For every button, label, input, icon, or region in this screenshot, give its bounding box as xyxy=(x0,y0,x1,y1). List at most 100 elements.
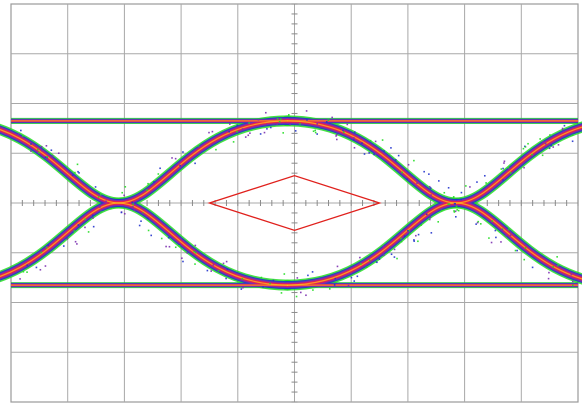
trace-sample-point xyxy=(211,130,214,133)
trace-sample-point xyxy=(408,230,411,232)
trace-sample-point xyxy=(552,146,555,148)
trace-sample-point xyxy=(288,114,290,116)
trace-sample-point xyxy=(41,149,43,152)
trace-sample-point xyxy=(420,224,423,226)
trace-sample-point xyxy=(74,240,77,243)
trace-sample-point xyxy=(312,130,315,133)
trace-sample-point xyxy=(448,203,451,205)
trace-sample-point xyxy=(390,147,392,149)
trace-sample-point xyxy=(500,229,503,232)
trace-sample-point xyxy=(531,266,534,269)
trace-sample-point xyxy=(232,141,235,143)
trace-sample-point xyxy=(17,133,20,135)
trace-sample-point xyxy=(236,124,239,127)
trace-sample-point xyxy=(206,269,209,272)
trace-sample-point xyxy=(50,149,53,152)
trace-sample-point xyxy=(476,221,479,224)
trace-sample-point xyxy=(40,145,43,148)
trace-sample-point xyxy=(539,138,541,140)
trace-sample-point xyxy=(229,123,231,125)
trace-sample-point xyxy=(208,131,210,134)
trace-sample-point xyxy=(465,185,467,187)
trace-sample-point xyxy=(353,137,355,139)
trace-sample-point xyxy=(353,146,356,149)
trace-sample-point xyxy=(544,142,547,145)
trace-sample-point xyxy=(71,174,74,177)
trace-sample-point xyxy=(123,212,126,215)
trace-sample-point xyxy=(73,230,76,232)
trace-sample-point xyxy=(455,205,458,208)
trace-sample-point xyxy=(132,205,134,208)
trace-sample-point xyxy=(381,139,384,141)
trace-sample-point xyxy=(248,122,250,124)
trace-sample-point xyxy=(453,202,456,205)
trace-sample-point xyxy=(99,206,101,208)
trace-sample-point xyxy=(485,182,487,184)
trace-sample-point xyxy=(282,132,285,134)
trace-sample-point xyxy=(374,140,377,143)
trace-sample-point xyxy=(413,159,415,162)
trace-sample-point xyxy=(516,249,518,252)
trace-sample-point xyxy=(46,156,49,158)
trace-sample-point xyxy=(19,278,21,280)
trace-sample-point xyxy=(514,249,517,252)
trace-sample-point xyxy=(316,133,318,135)
trace-sample-point xyxy=(194,263,196,265)
trace-sample-point xyxy=(336,133,338,136)
trace-sample-point xyxy=(429,216,432,219)
trace-sample-point xyxy=(307,274,309,277)
trace-sample-point xyxy=(194,162,196,165)
trace-sample-point xyxy=(153,181,155,183)
trace-sample-point xyxy=(576,282,579,285)
trace-sample-point xyxy=(74,171,76,174)
trace-sample-point xyxy=(342,129,344,132)
trace-sample-point xyxy=(139,197,141,200)
trace-sample-point xyxy=(228,130,230,133)
trace-sample-point xyxy=(547,277,550,280)
trace-sample-point xyxy=(428,185,431,188)
eye-traces xyxy=(0,110,582,298)
trace-sample-point xyxy=(393,256,396,258)
trace-sample-point xyxy=(571,140,574,143)
trace-sample-point xyxy=(222,262,225,265)
trace-sample-point xyxy=(552,266,555,268)
trace-sample-point xyxy=(523,166,525,169)
trace-sample-point xyxy=(495,236,497,239)
trace-sample-point xyxy=(216,263,219,266)
trace-sample-point xyxy=(44,156,47,159)
trace-sample-point xyxy=(132,203,134,206)
trace-sample-point xyxy=(77,170,79,173)
trace-sample-point xyxy=(311,271,314,273)
trace-sample-point xyxy=(400,240,403,243)
trace-sample-point xyxy=(76,243,78,245)
trace-sample-point xyxy=(527,142,529,145)
trace-sample-point xyxy=(94,186,97,188)
trace-sample-point xyxy=(455,198,458,201)
trace-sample-point xyxy=(336,138,338,141)
trace-sample-point xyxy=(197,145,200,147)
trace-sample-point xyxy=(84,226,86,229)
trace-sample-point xyxy=(430,232,433,234)
trace-sample-point xyxy=(299,123,301,125)
trace-sample-point xyxy=(449,204,451,206)
trace-sample-point xyxy=(269,282,271,285)
trace-sample-point xyxy=(454,210,457,213)
trace-sample-point xyxy=(299,291,302,294)
trace-sample-point xyxy=(147,229,150,232)
trace-sample-point xyxy=(181,257,183,260)
trace-sample-point xyxy=(378,258,381,261)
trace-sample-point xyxy=(373,153,375,156)
trace-sample-point xyxy=(469,186,471,188)
trace-sample-point xyxy=(171,157,173,159)
trace-sample-point xyxy=(359,136,361,139)
trace-sample-point xyxy=(335,135,337,137)
trace-sample-point xyxy=(123,194,125,197)
trace-sample-point xyxy=(314,131,317,134)
trace-sample-point xyxy=(30,143,32,145)
eye-mask-diamond xyxy=(207,174,382,232)
trace-sample-point xyxy=(92,214,94,217)
trace-sample-point xyxy=(120,211,123,214)
trace-sample-point xyxy=(415,234,417,237)
trace-sample-point xyxy=(443,191,446,194)
trace-sample-point xyxy=(305,110,308,112)
